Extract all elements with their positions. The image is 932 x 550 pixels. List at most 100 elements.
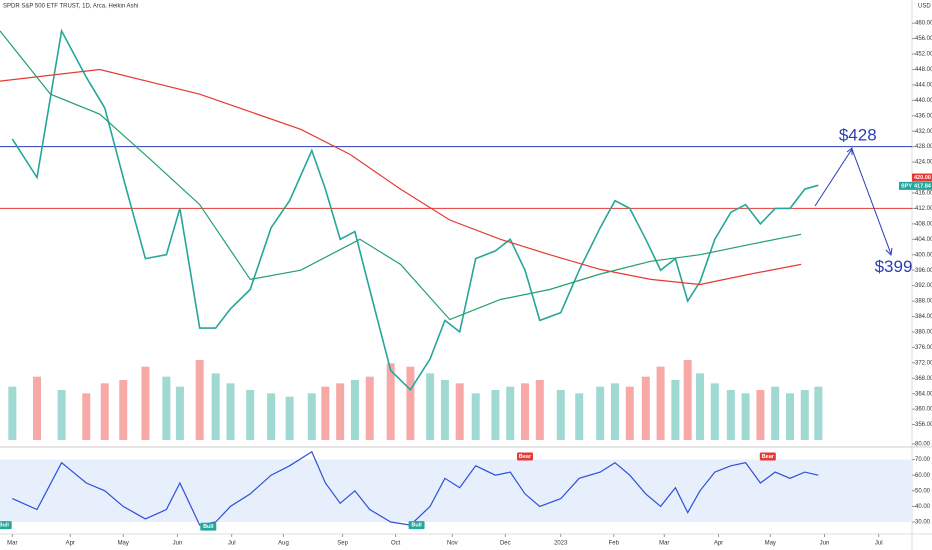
x-tick-label: Aug — [278, 541, 289, 547]
volume-bar — [683, 360, 692, 440]
volume-bar — [57, 390, 66, 440]
volume-bar — [175, 386, 184, 440]
volume-bar — [365, 376, 374, 440]
x-tick-label: Apr — [714, 541, 723, 547]
y-tick-label: 452.00 — [915, 52, 932, 58]
volume-bar — [321, 386, 330, 440]
y-tick-label: 428.00 — [915, 144, 932, 150]
volume-bar — [471, 393, 480, 440]
x-tick-label: Mar — [7, 541, 17, 547]
volume-bar — [82, 393, 91, 440]
volume-bar — [756, 390, 765, 440]
volume-bar — [785, 393, 794, 440]
y-tick-label: 380.00 — [915, 330, 932, 336]
price-tag — [912, 181, 932, 190]
chart-title: SPDR S&P 500 ETF TRUST, 1D, Arca, Heikin… — [3, 4, 138, 10]
volume-bar — [336, 383, 345, 440]
y-tick-label: 416.00 — [915, 191, 932, 197]
volume-bar — [246, 390, 255, 440]
signal-tag — [759, 452, 776, 461]
volume-bar — [625, 386, 634, 440]
y-tick-label: 456.00 — [915, 36, 932, 42]
x-tick-label: Jun — [173, 541, 183, 547]
volume-bar — [100, 383, 109, 440]
volume-bar — [426, 373, 435, 440]
x-tick-label: Mar — [659, 541, 669, 547]
volume-bar — [800, 390, 809, 440]
y-tick-label: 360.00 — [915, 407, 932, 413]
y-tick-label: 392.00 — [915, 283, 932, 289]
y-tick-label: 384.00 — [915, 314, 932, 320]
y-tick-label: 60.00 — [915, 473, 931, 479]
price-tag — [912, 173, 932, 182]
volume-bar — [641, 376, 650, 440]
volume-bar — [226, 383, 235, 440]
x-tick-label: Sep — [337, 541, 348, 547]
volume-bar — [491, 390, 500, 440]
volume-bar — [440, 380, 449, 440]
y-tick-label: 400.00 — [915, 252, 932, 258]
y-tick-label: 436.00 — [915, 113, 932, 119]
signal-label: Bear — [519, 454, 532, 460]
y-tick-label: 460.00 — [915, 21, 932, 27]
y-tick-label: 40.00 — [915, 504, 931, 510]
y-tick-label: 80.00 — [915, 442, 931, 448]
x-tick-label: Apr — [66, 541, 75, 547]
series-line — [0, 68, 802, 286]
volume-bar — [521, 383, 530, 440]
x-tick-label: May — [765, 541, 776, 547]
volume-bar — [771, 386, 780, 440]
y-tick-label: 388.00 — [915, 299, 932, 305]
series-line — [11, 28, 819, 392]
symbol-tag — [899, 181, 912, 190]
volume-bar — [696, 373, 705, 440]
volume-bar — [455, 383, 464, 440]
volume-bar — [535, 380, 544, 440]
volume-bar — [350, 380, 359, 440]
signal-label: Bear — [762, 454, 775, 460]
signal-tag — [0, 521, 12, 530]
x-tick-label: Jul — [875, 541, 883, 547]
y-tick-label: 30.00 — [915, 520, 931, 526]
y-tick-label: 412.00 — [915, 206, 932, 212]
volume-bar — [575, 393, 584, 440]
volume-bar — [726, 390, 735, 440]
y-tick-label: 376.00 — [915, 345, 932, 351]
series-line — [0, 30, 802, 321]
volume-bar — [32, 376, 41, 440]
y-tick-label: 404.00 — [915, 237, 932, 243]
x-tick-label: May — [118, 541, 129, 547]
price-tag-label: 417.84 — [914, 183, 932, 189]
x-tick-label: Nov — [447, 541, 458, 547]
volume-bar — [406, 366, 415, 440]
volume-bar — [596, 386, 605, 440]
arrowhead — [846, 146, 893, 257]
x-tick-label: 2023 — [554, 541, 568, 547]
volume-bar — [211, 373, 220, 440]
volume-bar — [141, 366, 150, 440]
signal-label: Bull — [411, 523, 422, 529]
volume-bar — [8, 386, 17, 440]
x-tick-label: Feb — [609, 541, 620, 547]
volume-bar — [119, 380, 128, 440]
volume-bar — [556, 390, 565, 440]
signal-tag — [408, 521, 425, 530]
annotation: $399 — [875, 257, 913, 276]
volume-bar — [710, 383, 719, 440]
y-tick-label: 440.00 — [915, 98, 932, 104]
y-tick-label: 396.00 — [915, 268, 932, 274]
volume-bar — [741, 393, 750, 440]
y-tick-label: 364.00 — [915, 391, 932, 397]
price-tag-label: 420.00 — [914, 175, 931, 181]
volume-bar — [162, 376, 171, 440]
y-tick-label: 50.00 — [915, 488, 931, 494]
x-tick-label: Jun — [820, 541, 830, 547]
series-line — [12, 450, 819, 526]
signal-label: Bull — [203, 524, 214, 530]
volume-bar — [307, 393, 316, 440]
y-tick-label: 432.00 — [915, 129, 932, 135]
volume-bar — [386, 363, 395, 440]
y-tick-label: 368.00 — [915, 376, 932, 382]
